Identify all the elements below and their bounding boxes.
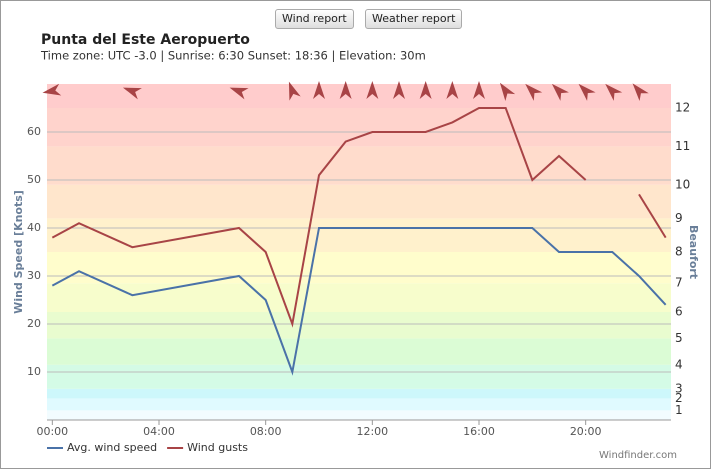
wind-arrow — [499, 82, 516, 101]
wind-arrow — [632, 83, 649, 101]
beaufort-band — [47, 398, 671, 411]
y2-axis-label: Beaufort — [687, 225, 700, 279]
legend-label: Avg. wind speed — [67, 441, 157, 454]
chart-subtitle: Time zone: UTC -3.0 | Sunrise: 6:30 Suns… — [40, 49, 426, 63]
credit: Windfinder.com — [599, 450, 677, 461]
weather-report-button[interactable]: Weather report — [365, 9, 463, 29]
x-tick-label: 16:00 — [463, 425, 495, 438]
beaufort-band — [47, 338, 671, 365]
wind-arrow — [473, 81, 485, 99]
wind-arrow — [366, 81, 379, 99]
y-tick-label: 20 — [27, 317, 41, 330]
x-tick-label: 04:00 — [143, 425, 175, 438]
x-tick-label: 20:00 — [570, 425, 602, 438]
y-axis-label: Wind Speed [Knots] — [12, 190, 25, 314]
beaufort-band — [47, 218, 671, 252]
legend-label: Wind gusts — [187, 441, 248, 454]
y2-tick-label: 8 — [675, 245, 683, 259]
wind-arrow — [419, 81, 432, 99]
y2-tick-label: 11 — [675, 139, 690, 153]
y-tick-label: 30 — [27, 269, 41, 282]
beaufort-band — [47, 146, 671, 185]
x-tick-label: 12:00 — [356, 425, 388, 438]
y2-tick-label: 7 — [675, 276, 683, 290]
y-tick-label: 10 — [27, 365, 41, 378]
y2-tick-label: 12 — [675, 101, 690, 115]
x-tick-label: 00:00 — [36, 425, 68, 438]
wind-arrow — [122, 87, 142, 100]
chart-title: Punta del Este Aeropuerto — [41, 32, 250, 48]
y-tick-label: 40 — [27, 221, 41, 234]
beaufort-band — [47, 388, 671, 399]
beaufort-band — [47, 283, 671, 312]
wind-arrow — [393, 81, 405, 99]
wind-report-button[interactable]: Wind report — [275, 9, 354, 29]
beaufort-band — [47, 84, 671, 108]
y2-tick-label: 5 — [675, 331, 683, 345]
beaufort-band — [47, 410, 671, 420]
series-line — [51, 107, 587, 328]
wind-arrow — [551, 83, 569, 101]
y2-tick-label: 1 — [675, 403, 683, 417]
wind-arrow — [525, 83, 543, 101]
beaufort-band — [47, 312, 671, 339]
y2-tick-label: 6 — [675, 305, 683, 319]
series-line — [51, 227, 667, 376]
wind-arrow — [578, 83, 596, 101]
series-line — [638, 193, 667, 239]
beaufort-band — [47, 108, 671, 147]
y2-tick-label: 10 — [675, 177, 690, 191]
beaufort-band — [47, 364, 671, 389]
beaufort-band — [47, 252, 671, 284]
y-tick-label: 50 — [27, 173, 41, 186]
y2-tick-label: 4 — [675, 357, 683, 371]
y2-tick-label: 3 — [675, 381, 683, 395]
wind-arrow — [339, 81, 352, 99]
y-tick-label: 60 — [27, 125, 41, 138]
wind-arrow — [605, 83, 623, 101]
x-tick-label: 08:00 — [250, 425, 282, 438]
wind-arrow — [229, 87, 249, 100]
beaufort-band — [47, 184, 671, 219]
wind-arrow — [42, 83, 62, 96]
y2-tick-label: 9 — [675, 211, 683, 225]
y2-tick-label: 2 — [675, 391, 683, 405]
wind-arrow — [446, 81, 459, 99]
wind-arrow — [288, 81, 301, 101]
wind-arrow — [313, 81, 325, 99]
